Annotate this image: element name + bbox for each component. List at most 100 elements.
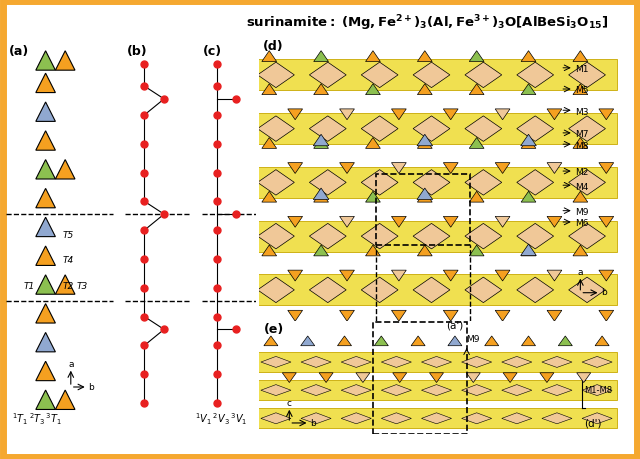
Text: $^1V_1\,{}^2V_3\,{}^3V_1$: $^1V_1\,{}^2V_3\,{}^3V_1$ (195, 410, 248, 426)
Polygon shape (444, 311, 458, 321)
Text: T5: T5 (63, 230, 74, 239)
Polygon shape (417, 192, 432, 203)
Polygon shape (417, 84, 432, 95)
Polygon shape (521, 51, 536, 62)
Polygon shape (502, 385, 532, 396)
Bar (376, 174, 470, 245)
Polygon shape (569, 224, 605, 249)
Polygon shape (288, 217, 303, 228)
Text: a: a (578, 268, 583, 277)
FancyBboxPatch shape (256, 114, 617, 145)
Polygon shape (381, 413, 412, 424)
Polygon shape (547, 311, 562, 321)
Polygon shape (257, 117, 294, 142)
Polygon shape (309, 117, 346, 142)
Polygon shape (461, 357, 492, 368)
Text: a: a (68, 359, 74, 369)
Polygon shape (521, 245, 536, 256)
Polygon shape (257, 170, 294, 196)
Text: (e): (e) (264, 322, 284, 335)
Polygon shape (558, 336, 572, 346)
Polygon shape (392, 311, 406, 321)
Polygon shape (503, 373, 517, 383)
Text: c: c (287, 398, 292, 408)
Polygon shape (469, 138, 484, 149)
Polygon shape (542, 385, 572, 396)
Polygon shape (262, 51, 276, 62)
Polygon shape (36, 74, 56, 93)
FancyBboxPatch shape (256, 275, 617, 306)
Polygon shape (361, 117, 398, 142)
Polygon shape (495, 217, 510, 228)
Text: (a'): (a') (447, 320, 464, 330)
Polygon shape (36, 52, 56, 71)
FancyBboxPatch shape (256, 221, 617, 252)
Text: M7: M7 (575, 130, 588, 139)
Polygon shape (365, 138, 380, 149)
Polygon shape (341, 413, 371, 424)
Polygon shape (521, 135, 536, 146)
Polygon shape (517, 224, 554, 249)
Polygon shape (313, 189, 329, 200)
Polygon shape (465, 278, 502, 303)
Polygon shape (461, 413, 492, 424)
Polygon shape (444, 110, 458, 120)
Polygon shape (288, 311, 303, 321)
Polygon shape (314, 192, 328, 203)
Polygon shape (374, 336, 388, 346)
Polygon shape (262, 246, 276, 256)
Polygon shape (392, 110, 406, 120)
Polygon shape (340, 163, 355, 174)
Polygon shape (36, 132, 56, 151)
Polygon shape (595, 336, 609, 346)
Polygon shape (465, 63, 502, 89)
Polygon shape (540, 373, 554, 383)
Polygon shape (282, 373, 296, 383)
Polygon shape (517, 278, 554, 303)
Polygon shape (314, 246, 328, 256)
Polygon shape (417, 189, 433, 200)
Polygon shape (309, 63, 346, 89)
Polygon shape (417, 135, 433, 146)
FancyBboxPatch shape (256, 380, 617, 400)
Text: M3: M3 (575, 107, 588, 117)
Polygon shape (413, 224, 450, 249)
Polygon shape (521, 246, 536, 256)
Polygon shape (309, 224, 346, 249)
Polygon shape (599, 217, 614, 228)
Polygon shape (448, 336, 462, 346)
Polygon shape (36, 362, 56, 381)
Polygon shape (422, 413, 452, 424)
Polygon shape (261, 413, 291, 424)
Polygon shape (365, 84, 380, 95)
Text: T4: T4 (63, 256, 74, 264)
Text: M6: M6 (575, 219, 588, 228)
Polygon shape (301, 357, 331, 368)
Polygon shape (301, 385, 331, 396)
Text: M8: M8 (575, 141, 588, 150)
Polygon shape (517, 63, 554, 89)
Polygon shape (577, 373, 591, 383)
Text: M1: M1 (575, 65, 588, 74)
Polygon shape (469, 246, 484, 256)
Text: M4: M4 (575, 182, 588, 191)
Polygon shape (599, 311, 614, 321)
Text: b: b (310, 418, 316, 427)
Polygon shape (262, 192, 276, 203)
Polygon shape (413, 170, 450, 196)
Polygon shape (309, 278, 346, 303)
Text: T3: T3 (76, 281, 88, 290)
Polygon shape (337, 336, 351, 346)
Polygon shape (392, 270, 406, 281)
Polygon shape (599, 163, 614, 174)
Polygon shape (36, 275, 56, 295)
Polygon shape (36, 218, 56, 237)
Polygon shape (36, 103, 56, 122)
Polygon shape (393, 373, 407, 383)
Polygon shape (381, 385, 412, 396)
Polygon shape (319, 373, 333, 383)
Polygon shape (495, 311, 510, 321)
Polygon shape (469, 51, 484, 62)
Text: $^1T_1\,{}^2T_3\,{}^3T_1$: $^1T_1\,{}^2T_3\,{}^3T_1$ (12, 410, 62, 426)
Polygon shape (417, 246, 432, 256)
